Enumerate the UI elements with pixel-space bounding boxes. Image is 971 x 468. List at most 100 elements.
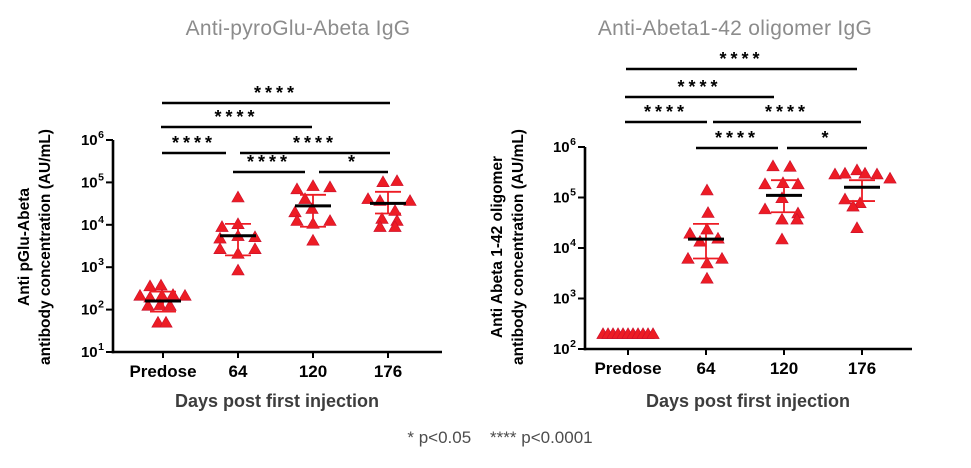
data-point <box>298 192 312 204</box>
data-point <box>846 199 860 212</box>
data-point <box>213 242 227 255</box>
data-point <box>850 221 864 234</box>
data-point <box>178 288 192 301</box>
y-tick-label: 104 <box>553 237 576 257</box>
data-point <box>323 180 337 193</box>
y-tick-label: 106 <box>553 136 576 156</box>
data-point <box>776 176 790 188</box>
significance-stars: **** <box>293 133 337 153</box>
data-point <box>361 192 375 204</box>
data-point <box>700 271 714 284</box>
data-point <box>141 298 155 311</box>
data-point <box>853 196 867 209</box>
data-point <box>850 163 864 176</box>
y-axis-label-right-line1: Anti Abeta 1-42 oligomer <box>489 156 506 339</box>
y-axis-label-left-line2: antibody concentration (AU/mL) <box>37 129 54 365</box>
y-tick-label: 106 <box>81 129 104 149</box>
significance-stars: **** <box>715 128 759 148</box>
data-point <box>290 214 304 226</box>
data-point <box>143 279 157 292</box>
y-tick-label: 105 <box>553 187 576 207</box>
data-point <box>215 220 229 232</box>
data-point <box>231 190 245 203</box>
y-tick-label: 103 <box>553 288 576 308</box>
data-point <box>700 256 714 269</box>
data-point <box>248 242 262 255</box>
significance-stars: **** <box>719 49 763 69</box>
data-point <box>758 202 772 215</box>
error-bar <box>849 179 875 202</box>
data-point <box>133 288 147 301</box>
significance-stars: **** <box>214 107 258 127</box>
points-group-120 <box>288 179 337 246</box>
significance-stars: **** <box>644 102 688 122</box>
category-label: Predose <box>594 359 661 378</box>
data-point <box>838 166 852 179</box>
y-tick-label: 105 <box>81 171 104 191</box>
error-bar <box>693 223 719 260</box>
data-point <box>306 179 320 191</box>
points-group-Predose <box>596 327 660 339</box>
error-bar <box>225 223 251 257</box>
data-point <box>290 182 304 195</box>
data-point <box>790 212 804 225</box>
category-label: 176 <box>374 362 402 381</box>
data-point <box>683 226 697 239</box>
data-point <box>758 177 772 190</box>
significance-stars: **** <box>765 102 809 122</box>
points-group-Predose <box>133 278 192 328</box>
significance-legend: * p<0.05 **** p<0.0001 <box>407 428 593 447</box>
data-point <box>231 263 245 276</box>
data-point <box>305 202 319 214</box>
data-point <box>288 205 302 218</box>
significance-stars: **** <box>172 133 216 153</box>
data-point <box>766 159 780 172</box>
data-point <box>163 298 177 311</box>
points-group-64 <box>681 183 729 284</box>
data-point <box>858 166 872 179</box>
data-point <box>376 175 390 187</box>
data-point <box>154 278 168 291</box>
x-axis-label-left: Days post first injection <box>174 391 380 411</box>
category-label: 64 <box>697 359 716 378</box>
data-point <box>388 220 402 232</box>
category-label: 120 <box>770 359 798 378</box>
y-tick-label: 103 <box>81 256 104 276</box>
data-point <box>646 327 660 339</box>
significance-stars: **** <box>677 77 721 97</box>
data-point <box>693 234 707 247</box>
y-tick-label: 101 <box>81 341 104 361</box>
x-axis-label-right: Days post first injection <box>645 391 851 411</box>
data-point <box>306 233 320 246</box>
chart-title-right: Anti-Abeta1-42 oligomer IgG <box>597 17 873 40</box>
points-group-176 <box>828 163 897 234</box>
data-point <box>870 167 884 180</box>
data-point <box>213 231 227 244</box>
data-point <box>775 232 789 245</box>
data-point <box>838 192 852 205</box>
significance-stars: * <box>821 128 832 148</box>
significance-stars: **** <box>247 152 291 172</box>
data-point <box>166 288 180 300</box>
data-point <box>403 194 417 206</box>
data-point <box>883 171 897 184</box>
y-tick-label: 102 <box>553 338 576 358</box>
data-point <box>775 191 789 204</box>
data-point <box>828 167 842 180</box>
data-point <box>700 183 714 196</box>
y-tick-label: 104 <box>81 214 104 234</box>
significance-stars: * <box>348 152 359 172</box>
category-label: 120 <box>299 362 327 381</box>
y-axis-label-left: Anti pGlu-Abeta antibody concentration (… <box>14 87 56 407</box>
data-point <box>681 251 695 264</box>
category-label: 64 <box>229 362 248 381</box>
data-point <box>783 159 797 172</box>
data-point <box>775 212 789 225</box>
category-label: Predose <box>129 362 196 381</box>
category-label: 176 <box>848 359 876 378</box>
data-point <box>159 315 173 328</box>
data-point <box>390 174 404 186</box>
